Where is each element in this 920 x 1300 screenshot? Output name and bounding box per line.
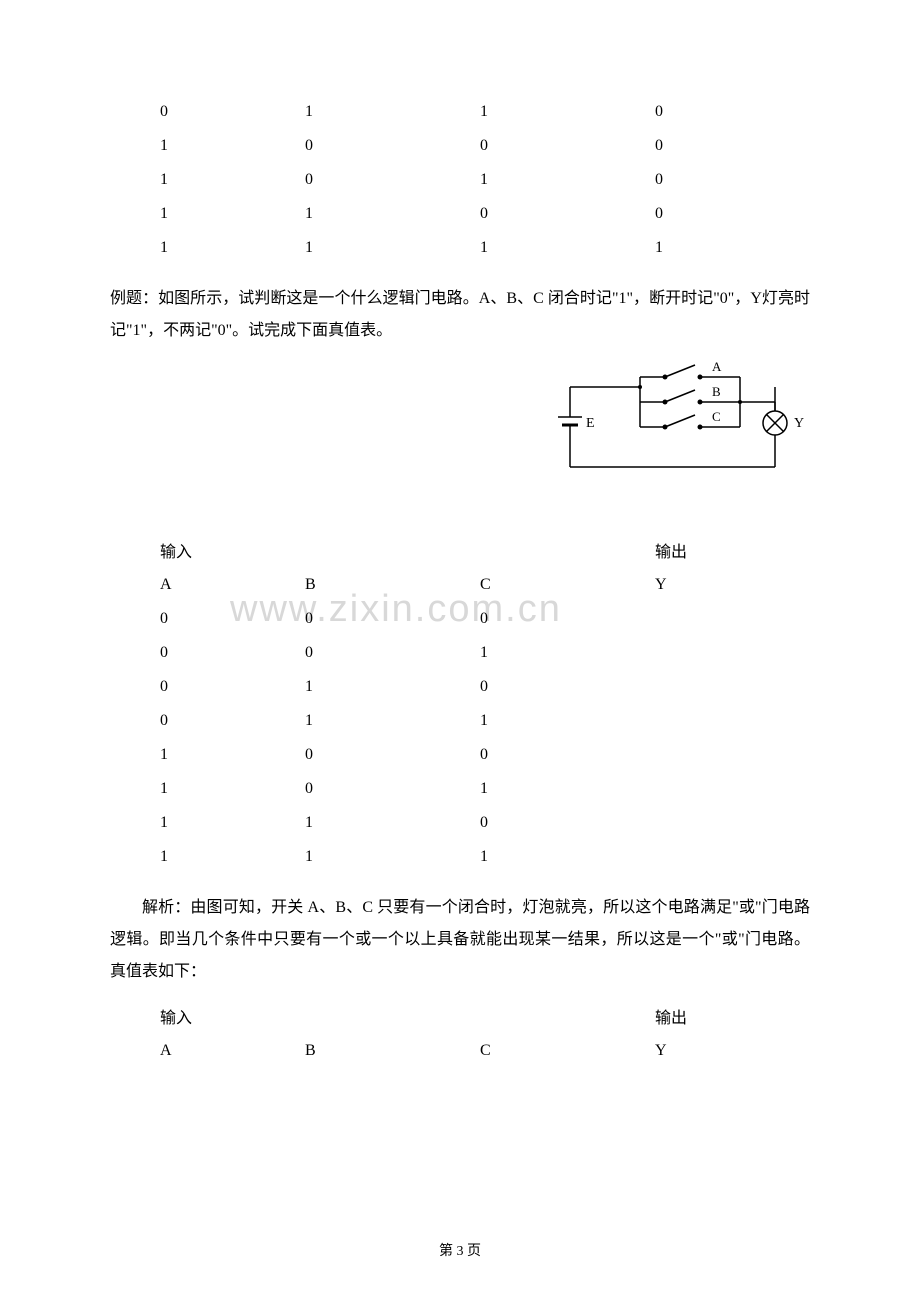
table2-cell	[635, 704, 810, 738]
table1-cell: 1	[460, 231, 635, 265]
table2-cell: 0	[110, 636, 285, 670]
table2-cell: 0	[285, 738, 460, 772]
svg-text:E: E	[586, 416, 595, 431]
table2-cell: 1	[110, 772, 285, 806]
table2-cell: 1	[110, 806, 285, 840]
table1-cell: 1	[635, 231, 810, 265]
table1-cell: 1	[285, 197, 460, 231]
table3-col-Y: Y	[635, 1034, 810, 1068]
svg-text:B: B	[712, 384, 721, 399]
table2-col-A: A	[110, 568, 285, 602]
svg-text:Y: Y	[794, 416, 804, 431]
table3-col-C: C	[460, 1034, 635, 1068]
page-footer: 第 3 页	[0, 1240, 920, 1260]
table2-cell: 1	[460, 840, 635, 874]
table1-cell: 1	[460, 95, 635, 129]
table2-cell: 0	[460, 806, 635, 840]
svg-text:A: A	[712, 359, 722, 374]
table1-cell: 0	[635, 129, 810, 163]
analysis-text: 解析：由图可知，开关 A、B、C 只要有一个闭合时，灯泡就亮，所以这个电路满足"…	[110, 892, 810, 988]
table1-cell: 1	[285, 231, 460, 265]
table2-cell	[635, 738, 810, 772]
table1-cell: 0	[635, 95, 810, 129]
table2-header-output: 输出	[635, 532, 810, 568]
table2-cell: 1	[460, 772, 635, 806]
table1-cell: 0	[460, 129, 635, 163]
table2-cell: 1	[460, 704, 635, 738]
example-problem-text: 例题：如图所示，试判断这是一个什么逻辑门电路。A、B、C 闭合时记"1"，断开时…	[110, 283, 810, 347]
table2-cell: 1	[110, 840, 285, 874]
table2-col-Y: Y	[635, 568, 810, 602]
table1-cell: 0	[635, 197, 810, 231]
table1-cell: 0	[110, 95, 285, 129]
svg-text:C: C	[712, 409, 721, 424]
table1-cell: 1	[460, 163, 635, 197]
table2-cell	[635, 602, 810, 636]
table3-col-A: A	[110, 1034, 285, 1068]
table1-cell: 1	[285, 95, 460, 129]
table2-cell	[635, 636, 810, 670]
table2-cell: 1	[285, 704, 460, 738]
table1-cell: 0	[460, 197, 635, 231]
table2-cell: 1	[110, 738, 285, 772]
truth-table-2: 输入 输出 A B C Y 000001010011100101110111	[110, 532, 810, 874]
page-content: 01101000101011001111 例题：如图所示，试判断这是一个什么逻辑…	[110, 95, 810, 1068]
table1-cell: 0	[635, 163, 810, 197]
table2-cell	[635, 772, 810, 806]
table2-col-C: C	[460, 568, 635, 602]
table1-cell: 1	[110, 231, 285, 265]
table2-col-B: B	[285, 568, 460, 602]
table2-cell: 0	[285, 772, 460, 806]
truth-table-3: 输入 输出 A B C Y	[110, 998, 810, 1068]
table2-cell: 1	[285, 840, 460, 874]
table3-header-input: 输入	[110, 998, 285, 1034]
table2-cell: 0	[285, 602, 460, 636]
truth-table-1: 01101000101011001111	[110, 95, 810, 265]
table1-cell: 1	[110, 197, 285, 231]
table3-header-output: 输出	[635, 998, 810, 1034]
table1-cell: 1	[110, 163, 285, 197]
table1-cell: 0	[285, 129, 460, 163]
table2-cell	[635, 840, 810, 874]
table2-cell: 0	[285, 636, 460, 670]
table1-cell: 0	[285, 163, 460, 197]
table2-cell: 1	[460, 636, 635, 670]
table2-cell: 0	[460, 738, 635, 772]
table2-cell: 0	[460, 602, 635, 636]
table2-cell	[635, 670, 810, 704]
table2-cell: 0	[110, 704, 285, 738]
table3-col-B: B	[285, 1034, 460, 1068]
table2-cell: 1	[285, 806, 460, 840]
table2-cell: 0	[110, 670, 285, 704]
table2-cell: 1	[285, 670, 460, 704]
table2-cell: 0	[460, 670, 635, 704]
table1-cell: 1	[110, 129, 285, 163]
table2-cell: 0	[110, 602, 285, 636]
table2-header-input: 输入	[110, 532, 285, 568]
circuit-diagram: ABC E Y	[550, 357, 810, 502]
table2-cell	[635, 806, 810, 840]
